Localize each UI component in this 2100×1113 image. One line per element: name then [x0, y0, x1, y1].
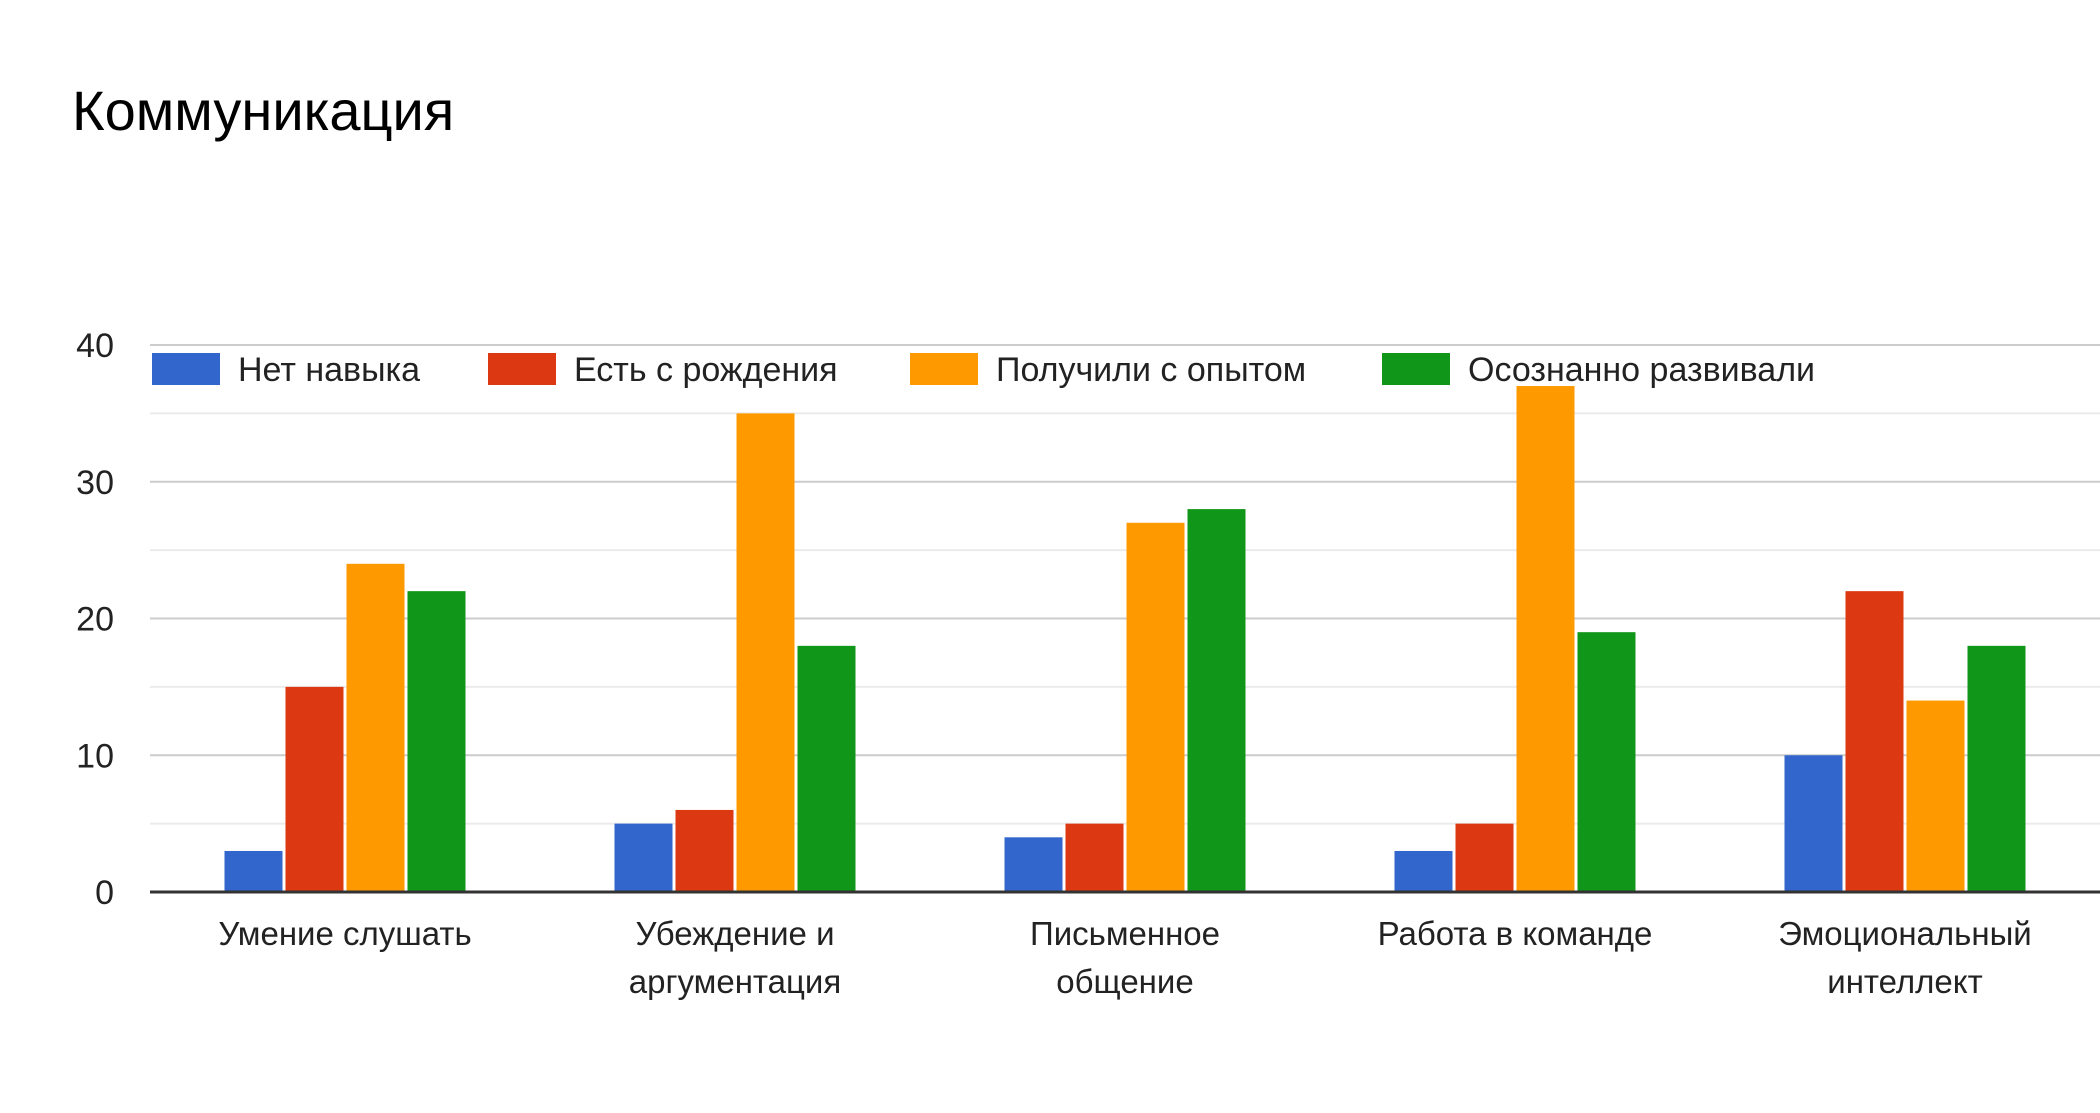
bar	[1906, 700, 1965, 892]
bar	[1967, 645, 2026, 892]
bar	[614, 823, 673, 892]
legend-swatch	[910, 353, 978, 385]
bar	[1126, 522, 1185, 892]
bar	[675, 809, 734, 892]
bar	[1784, 755, 1843, 892]
grid-lines	[150, 344, 2100, 825]
x-tick-label: Эмоциональный	[1778, 915, 2031, 952]
legend-swatch	[488, 353, 556, 385]
bar	[285, 686, 344, 892]
bar	[1187, 509, 1246, 892]
bar	[346, 563, 405, 892]
x-tick-label: общение	[1056, 963, 1193, 1000]
legend-swatch	[1382, 353, 1450, 385]
legend-label: Получили с опытом	[996, 351, 1306, 389]
y-tick-label: 40	[76, 327, 114, 365]
x-tick-label: аргументация	[629, 963, 841, 1000]
bar	[1455, 823, 1514, 892]
x-tick-label: Работа в команде	[1378, 915, 1653, 952]
bar	[224, 850, 283, 892]
x-tick-label: Письменное	[1030, 915, 1220, 952]
bar	[1845, 591, 1904, 892]
axes: 0 10 20 30 40 Умение слушать Убеждение и аргуме…	[76, 327, 2100, 1000]
bar	[1394, 850, 1453, 892]
bar	[736, 413, 795, 892]
y-tick-label: 20	[76, 601, 114, 639]
y-tick-label: 0	[95, 874, 114, 912]
bar	[1516, 386, 1575, 892]
x-tick-label: Убеждение и	[635, 915, 834, 952]
bars	[224, 386, 2026, 892]
y-tick-label: 10	[76, 737, 114, 775]
bar	[797, 645, 856, 892]
bar	[1004, 837, 1063, 892]
chart-title: Коммуникация	[72, 79, 455, 142]
x-tick-label: Умение слушать	[218, 915, 471, 952]
legend-label: Нет навыка	[238, 351, 420, 389]
bar	[1065, 823, 1124, 892]
y-tick-label: 30	[76, 464, 114, 502]
legend-label: Осознанно развивали	[1468, 351, 1815, 389]
bar	[407, 591, 466, 892]
legend: Нет навыка Есть с рождения Получили с опыт…	[152, 351, 1815, 389]
bar	[1577, 632, 1636, 892]
legend-label: Есть с рождения	[574, 351, 838, 389]
x-tick-label: интеллект	[1827, 963, 1982, 1000]
legend-swatch	[152, 353, 220, 385]
